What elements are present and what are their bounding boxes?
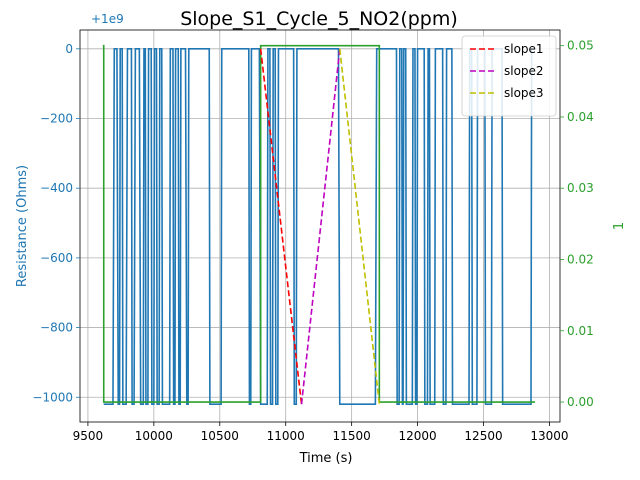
y-right-tick-label: 0.05 <box>567 39 594 53</box>
y-left-tick-label: −200 <box>40 112 73 126</box>
y-axis-label-right: 1 <box>612 222 627 230</box>
y-right-tick-label: 0.00 <box>567 395 594 409</box>
resistance-line <box>103 48 535 406</box>
legend-label-slope2: slope2 <box>504 64 544 78</box>
concentration-line <box>102 44 535 403</box>
y-right-tick-label: 0.01 <box>567 324 594 338</box>
y-offset-label: +1e9 <box>91 12 124 26</box>
x-tick-label: 13000 <box>530 429 568 443</box>
chart-title: Slope_S1_Cycle_5_NO2(ppm) <box>180 8 458 30</box>
y-right-tick-label: 0.02 <box>567 252 594 266</box>
y-left-tick-label: 0 <box>65 42 73 56</box>
x-tick-label: 10000 <box>135 429 173 443</box>
slope1-line <box>259 48 303 405</box>
legend-label-slope1: slope1 <box>504 42 544 56</box>
series-layer <box>102 44 535 406</box>
y-left-tick-label: −800 <box>40 321 73 335</box>
legend: slope1 slope2 slope3 <box>461 35 557 117</box>
y-axis-label-left: Resistance (Ohms) <box>15 165 30 287</box>
legend-box <box>461 35 557 117</box>
slope3-line <box>338 48 381 405</box>
x-tick-label: 9500 <box>73 429 104 443</box>
tick-layer: 9500 10000 10500 11000 11500 12000 12500 13000 0… <box>32 39 593 443</box>
axes-border <box>79 29 561 423</box>
y-left-tick-label: −600 <box>40 251 73 265</box>
x-tick-label: 12500 <box>464 429 502 443</box>
y-left-tick-label: −400 <box>40 181 73 195</box>
x-axis-label: Time (s) <box>299 451 353 466</box>
x-tick-label: 11500 <box>333 429 371 443</box>
y-right-tick-label: 0.04 <box>567 110 594 124</box>
legend-label-slope3: slope3 <box>504 86 544 100</box>
y-left-tick-label: −1000 <box>32 390 73 404</box>
x-tick-label: 11000 <box>267 429 305 443</box>
x-tick-label: 12000 <box>398 429 436 443</box>
y-right-tick-label: 0.03 <box>567 181 594 195</box>
x-tick-label: 10500 <box>201 429 239 443</box>
axes-frame <box>79 29 561 423</box>
slope2-line <box>300 48 341 405</box>
